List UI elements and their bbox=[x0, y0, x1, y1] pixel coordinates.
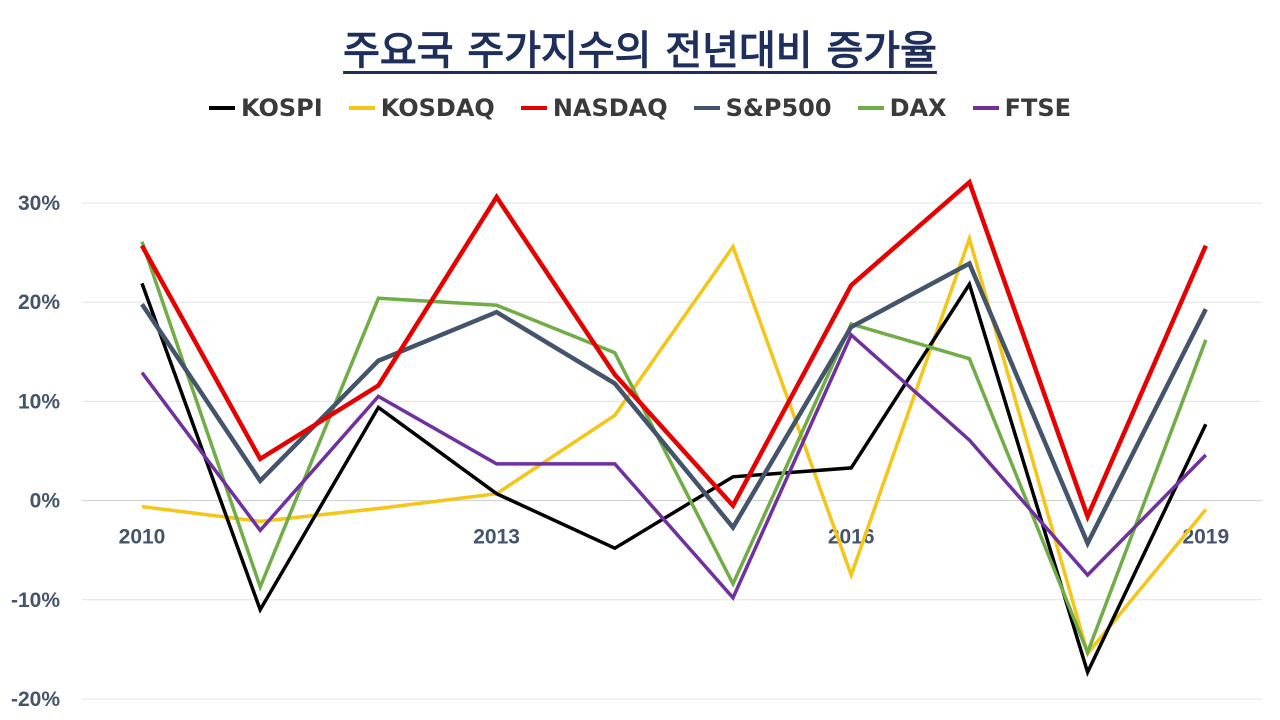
y-tick-label: 20% bbox=[18, 291, 60, 314]
y-tick-label: 0% bbox=[30, 490, 61, 513]
legend-swatch bbox=[972, 106, 999, 110]
y-tick-label: 30% bbox=[18, 192, 60, 215]
y-tick-label: 10% bbox=[18, 390, 60, 413]
legend-item-ftse: FTSE bbox=[972, 94, 1072, 122]
x-tick-label: 2019 bbox=[1182, 526, 1229, 549]
legend-swatch bbox=[348, 106, 375, 110]
legend-item-sp500: S&P500 bbox=[693, 94, 832, 122]
x-tick-label: 2010 bbox=[119, 526, 166, 549]
series-line-nasdaq bbox=[140, 178, 1208, 523]
y-tick-label: -20% bbox=[11, 688, 60, 711]
legend-label: NASDAQ bbox=[552, 94, 668, 122]
legend-label: FTSE bbox=[1004, 94, 1072, 122]
legend: KOSPI KOSDAQ NASDAQ S&P500 DAX FTSE bbox=[0, 94, 1280, 122]
series-line-kospi bbox=[140, 280, 1208, 678]
legend-item-nasdaq: NASDAQ bbox=[520, 94, 668, 122]
legend-swatch bbox=[520, 106, 547, 110]
y-tick-label: -10% bbox=[11, 589, 60, 612]
legend-swatch bbox=[693, 106, 720, 110]
legend-label: KOSDAQ bbox=[380, 94, 495, 122]
series-line-ftse bbox=[140, 332, 1208, 601]
legend-label: S&P500 bbox=[725, 94, 832, 122]
chart-title: 주요국 주가지수의 전년대비 증가율 bbox=[0, 18, 1280, 76]
legend-swatch bbox=[208, 106, 235, 110]
legend-item-kospi: KOSPI bbox=[208, 94, 323, 122]
chart-title-text: 주요국 주가지수의 전년대비 증가율 bbox=[343, 28, 937, 74]
series-line-kosdaq bbox=[141, 232, 1208, 658]
legend-label: DAX bbox=[889, 94, 947, 122]
legend-swatch bbox=[857, 106, 884, 110]
legend-item-kosdaq: KOSDAQ bbox=[348, 94, 495, 122]
x-tick-label: 2013 bbox=[473, 526, 520, 549]
legend-label: KOSPI bbox=[240, 94, 323, 122]
legend-item-dax: DAX bbox=[857, 94, 947, 122]
